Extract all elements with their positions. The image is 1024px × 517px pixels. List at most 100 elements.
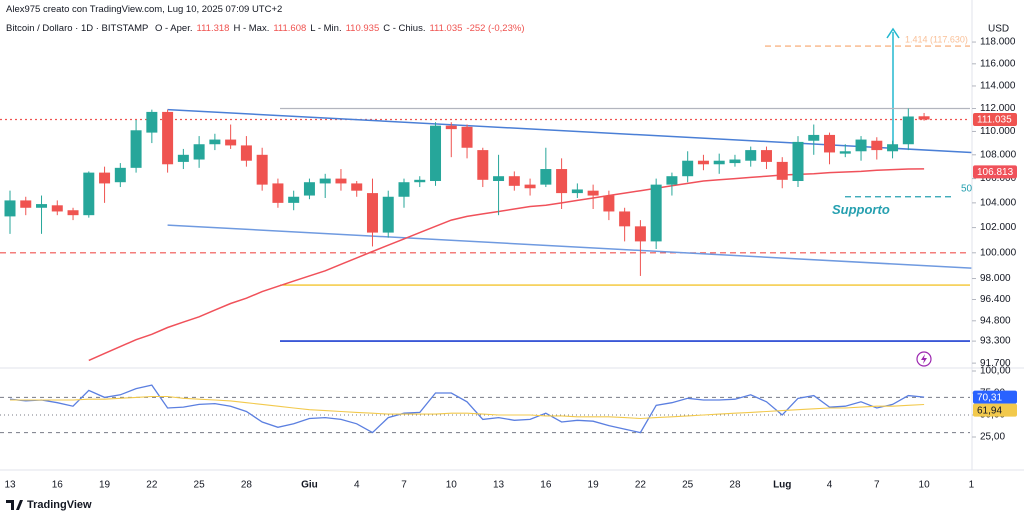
candle-body: [682, 160, 694, 177]
ma-tag-bg: [973, 165, 1017, 179]
candle-body: [288, 196, 300, 203]
rsi-tag-bg: [973, 403, 1017, 417]
y-tick-label: 108.000: [980, 149, 1017, 160]
candle-body: [839, 151, 851, 154]
y-tick-label: 102.000: [980, 222, 1017, 233]
x-tick-label: 10: [919, 480, 931, 491]
x-tick-label: 19: [99, 480, 111, 491]
y-tick-label: 110.000: [980, 126, 1016, 137]
candle-body: [225, 139, 237, 146]
y-tick-label: 116.000: [980, 58, 1016, 69]
y-tick-label: 98.000: [980, 273, 1011, 284]
candle-body: [745, 150, 757, 161]
x-tick-label: 4: [827, 480, 833, 491]
trendline: [167, 108, 972, 154]
x-tick-label: 13: [4, 480, 16, 491]
candle-body: [587, 190, 599, 196]
candle-body: [808, 134, 820, 141]
candle-body: [99, 172, 111, 184]
candle-body: [918, 116, 930, 120]
level-label: 1.414 (117.630): [905, 34, 968, 44]
candle-body: [240, 145, 252, 161]
candle-body: [51, 205, 63, 212]
quote-value: 111.608: [273, 23, 307, 34]
x-tick-label: 25: [194, 480, 206, 491]
brand-name: TradingView: [27, 499, 92, 511]
candle-body: [760, 150, 772, 162]
candle-body: [445, 125, 457, 130]
candle-body: [193, 144, 205, 160]
candle-body: [713, 160, 725, 165]
rsi-tag-bg: [973, 390, 1017, 404]
candle-body: [83, 172, 95, 216]
y-tick-label: 106.000: [980, 173, 1017, 184]
y-tick-label: 118.000: [980, 37, 1016, 48]
x-tick-label: 22: [635, 480, 647, 491]
x-tick-label: Lug: [773, 480, 791, 491]
x-tick-label: 22: [146, 480, 158, 491]
candle-body: [729, 159, 741, 164]
candle-body: [776, 161, 788, 180]
x-tick-label: 28: [729, 480, 741, 491]
quote-label: O - Aper.: [155, 23, 193, 34]
candle-body: [634, 226, 646, 242]
x-tick-label: 7: [401, 480, 407, 491]
candle-body: [20, 200, 32, 208]
candle-body: [792, 141, 804, 182]
quote-label: C - Chius.: [383, 23, 426, 34]
rsi-line: [10, 395, 925, 420]
candle-body: [114, 167, 126, 183]
quote-value: 110.935: [345, 23, 380, 34]
candle-body: [398, 182, 410, 197]
rsi-tag: 61,94: [977, 405, 1002, 416]
candle-body: [508, 176, 520, 186]
x-tick-label: 16: [540, 480, 552, 491]
candle-body: [162, 111, 174, 165]
candle-body: [130, 130, 142, 168]
last-price-tag: 111.035: [977, 115, 1012, 126]
projection-arrow: [886, 27, 900, 150]
x-tick-label: 7: [874, 480, 880, 491]
candle-body: [303, 182, 315, 196]
last-price-tag-bg: [973, 113, 1017, 127]
candle-body: [887, 144, 899, 152]
candle-body: [697, 160, 709, 165]
x-tick-label: 25: [682, 480, 694, 491]
y-tick-label: 25,00: [980, 432, 1005, 443]
candle-body: [414, 179, 426, 183]
candle-body: [540, 169, 552, 185]
candle-body: [67, 210, 79, 216]
x-tick-label: Giu: [301, 480, 318, 491]
credit-line: Alex975 creato con TradingView.com, Lug …: [6, 4, 283, 15]
candle-body: [603, 195, 615, 212]
trendline: [167, 224, 972, 269]
brand-logo: [6, 500, 23, 510]
rsi-tag: 70,31: [977, 392, 1002, 403]
alert-icon: [916, 351, 932, 367]
y-tick-label: 114.000: [980, 81, 1016, 92]
candle-body: [666, 176, 678, 185]
y-tick-label: 93.300: [980, 336, 1011, 347]
candle-body: [855, 139, 867, 152]
x-tick-label: 19: [588, 480, 600, 491]
x-tick-label: 1: [969, 480, 975, 491]
y-tick-label: 96.400: [980, 294, 1011, 305]
candle-body: [461, 126, 473, 148]
candle-body: [824, 134, 836, 153]
quote-label: L - Min.: [310, 23, 342, 34]
quote-label: H - Max.: [233, 23, 270, 34]
moving-average: [88, 168, 925, 362]
x-tick-label: 28: [241, 480, 253, 491]
candle-body: [146, 111, 158, 133]
candle-body: [36, 204, 48, 208]
candle-body: [272, 183, 284, 203]
y-tick-label: 100.000: [980, 247, 1017, 258]
candle-body: [430, 125, 442, 182]
candle-body: [524, 184, 536, 189]
candle-body: [382, 196, 394, 233]
candle-body: [319, 178, 331, 184]
y-tick-label: 91.700: [980, 358, 1011, 369]
quote-line: Bitcoin / Dollaro · 1D · BITSTAMP O - Ap…: [6, 23, 529, 34]
